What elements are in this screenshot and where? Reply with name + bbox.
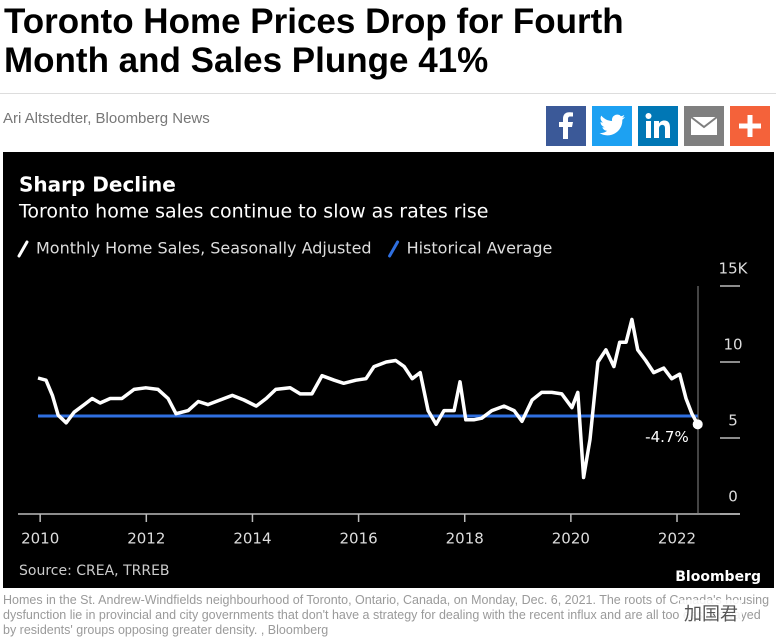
twitter-button[interactable] <box>592 106 632 146</box>
legend-icon <box>17 240 29 258</box>
legend-label: Monthly Home Sales, Seasonally Adjusted <box>36 239 372 258</box>
caption: Homes in the St. Andrew-Windfields neigh… <box>3 593 770 637</box>
y-tick-label: 15K <box>719 260 749 278</box>
chart-subtitle: Toronto home sales continue to slow as r… <box>18 201 488 223</box>
chart-background <box>3 152 774 588</box>
headline: Toronto Home Prices Drop for Fourth Mont… <box>4 2 624 80</box>
chart: Sharp Decline Toronto home sales continu… <box>3 152 774 588</box>
x-tick-label: 2010 <box>21 530 59 548</box>
more-button[interactable] <box>730 106 770 146</box>
end-point <box>692 419 703 430</box>
x-tick-label: 2020 <box>552 530 590 548</box>
source: Source: CREA, TRREB <box>19 563 170 579</box>
legend-icon <box>388 240 400 258</box>
watermark: 加国君 <box>680 600 742 626</box>
x-tick-label: 2014 <box>233 530 271 548</box>
chart-title: Sharp Decline <box>19 173 176 197</box>
linkedin-button[interactable] <box>638 106 678 146</box>
facebook-button[interactable] <box>546 106 586 146</box>
brand: Bloomberg <box>675 569 761 585</box>
y-tick-label: 10 <box>723 336 742 354</box>
headline-line: Toronto Home Prices Drop for Fourth <box>4 2 624 41</box>
x-tick-label: 2016 <box>339 530 377 548</box>
annotation: -4.7% <box>645 428 689 446</box>
x-tick-label: 2022 <box>658 530 696 548</box>
x-tick-label: 2012 <box>127 530 165 548</box>
x-tick-label: 2018 <box>446 530 484 548</box>
line <box>37 317 700 480</box>
headline-line: Month and Sales Plunge 41% <box>4 41 489 80</box>
divider <box>0 93 776 94</box>
email-button[interactable] <box>684 106 724 146</box>
legend-label: Historical Average <box>407 239 553 258</box>
y-tick-label: 5 <box>728 412 738 430</box>
y-tick-label: 0 <box>728 488 738 506</box>
byline: Ari Altstedter, Bloomberg News <box>3 110 210 127</box>
